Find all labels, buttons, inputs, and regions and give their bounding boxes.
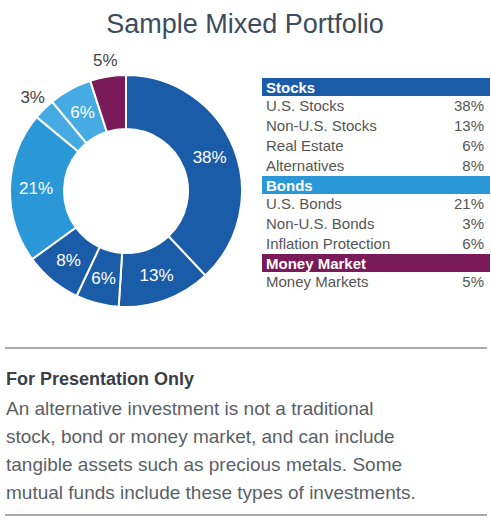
note-line: mutual funds include these types of inve… bbox=[6, 482, 416, 503]
legend-value: 21% bbox=[454, 195, 484, 212]
pie: 38% 13% 6% 8% 21% 3% 6% 5% bbox=[10, 51, 242, 307]
legend-header-bar bbox=[262, 78, 490, 96]
data-label: 8% bbox=[56, 251, 81, 270]
legend-label: Money Markets bbox=[266, 273, 369, 290]
legend: StocksU.S. Stocks 38% Non-U.S. Stocks 13% Re… bbox=[262, 78, 490, 290]
legend-header-bar bbox=[262, 176, 490, 194]
note-line: stock, bond or money market, and can inc… bbox=[6, 426, 395, 447]
legend-label: Non-U.S. Bonds bbox=[266, 215, 374, 232]
note: For Presentation Only An alternative inve… bbox=[5, 348, 487, 515]
legend-header: Stocks bbox=[266, 79, 315, 96]
slice bbox=[119, 236, 206, 307]
data-label: 3% bbox=[20, 88, 45, 107]
legend-label: Alternatives bbox=[266, 157, 344, 174]
legend-header: Bonds bbox=[266, 177, 313, 194]
legend-label: U.S. Bonds bbox=[266, 195, 342, 212]
data-label: 6% bbox=[70, 103, 95, 122]
title: Sample Mixed Portfolio bbox=[106, 9, 384, 39]
data-label: 21% bbox=[19, 179, 53, 198]
legend-label: Inflation Protection bbox=[266, 235, 390, 252]
note-line: tangible assets such as precious metals.… bbox=[6, 454, 402, 475]
legend-value: 3% bbox=[462, 215, 484, 232]
rule bbox=[5, 347, 487, 349]
legend-value: 5% bbox=[462, 273, 484, 290]
legend-label: U.S. Stocks bbox=[266, 97, 344, 114]
slice bbox=[126, 75, 242, 276]
note-title: For Presentation Only bbox=[6, 369, 194, 389]
legend-label: Non-U.S. Stocks bbox=[266, 117, 377, 134]
legend-label: Real Estate bbox=[266, 137, 344, 154]
data-label: 6% bbox=[91, 269, 116, 288]
legend-value: 6% bbox=[462, 235, 484, 252]
legend-value: 38% bbox=[454, 97, 484, 114]
note-line: An alternative investment is not a tradi… bbox=[6, 398, 374, 419]
data-label: 5% bbox=[93, 51, 118, 70]
legend-header: Money Market bbox=[266, 255, 366, 272]
data-label: 38% bbox=[193, 148, 227, 167]
rule bbox=[5, 514, 487, 516]
legend-value: 6% bbox=[462, 137, 484, 154]
chart: Sample Mixed Portfolio 38% 13% 6% 8% 21% 3% 6% 5… bbox=[0, 0, 491, 525]
data-label: 13% bbox=[139, 266, 173, 285]
slice bbox=[90, 75, 126, 132]
legend-value: 13% bbox=[454, 117, 484, 134]
legend-header-bar bbox=[262, 254, 490, 272]
legend-value: 8% bbox=[462, 157, 484, 174]
